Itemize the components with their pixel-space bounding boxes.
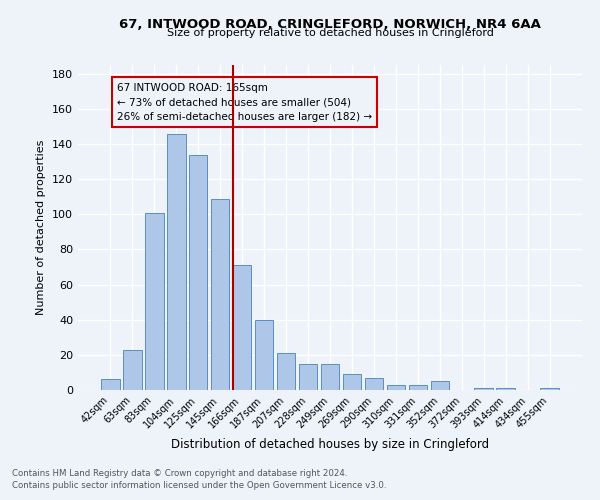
Bar	[386, 384, 405, 390]
Bar	[343, 374, 361, 390]
Bar	[167, 134, 185, 390]
Bar	[123, 350, 142, 390]
Bar	[299, 364, 317, 390]
Bar	[541, 388, 559, 390]
Text: Size of property relative to detached houses in Cringleford: Size of property relative to detached ho…	[167, 28, 493, 38]
Bar	[101, 380, 119, 390]
Bar	[320, 364, 340, 390]
Bar	[233, 266, 251, 390]
Bar	[211, 198, 229, 390]
Bar	[431, 381, 449, 390]
Text: 67, INTWOOD ROAD, CRINGLEFORD, NORWICH, NR4 6AA: 67, INTWOOD ROAD, CRINGLEFORD, NORWICH, …	[119, 18, 541, 30]
Bar	[365, 378, 383, 390]
Bar	[277, 353, 295, 390]
Bar	[255, 320, 274, 390]
Y-axis label: Number of detached properties: Number of detached properties	[37, 140, 46, 315]
Bar	[409, 384, 427, 390]
Bar	[475, 388, 493, 390]
Text: 67 INTWOOD ROAD: 165sqm
← 73% of detached houses are smaller (504)
26% of semi-d: 67 INTWOOD ROAD: 165sqm ← 73% of detache…	[117, 82, 372, 122]
Bar	[145, 212, 164, 390]
Bar	[189, 154, 208, 390]
Text: Contains HM Land Registry data © Crown copyright and database right 2024.: Contains HM Land Registry data © Crown c…	[12, 468, 347, 477]
Text: Contains public sector information licensed under the Open Government Licence v3: Contains public sector information licen…	[12, 481, 386, 490]
Bar	[496, 388, 515, 390]
X-axis label: Distribution of detached houses by size in Cringleford: Distribution of detached houses by size …	[171, 438, 489, 451]
